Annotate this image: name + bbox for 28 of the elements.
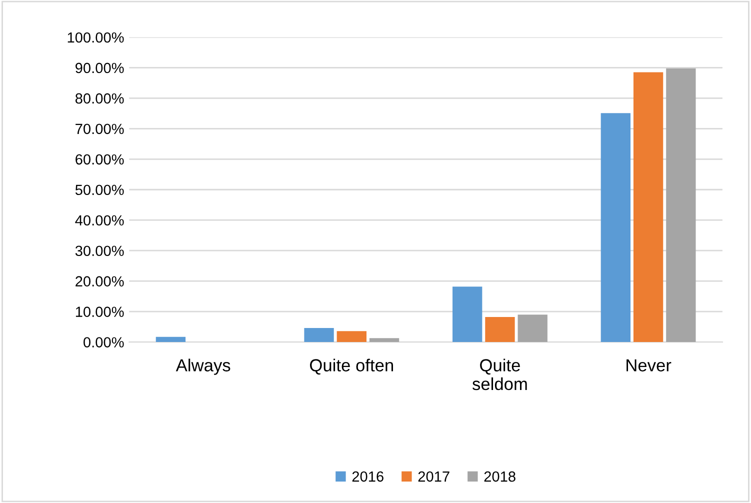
y-tick-label: 80.00% bbox=[75, 93, 124, 104]
y-tick-label: 30.00% bbox=[75, 246, 124, 256]
bar bbox=[485, 317, 515, 342]
bar bbox=[666, 68, 696, 342]
bar bbox=[156, 336, 186, 342]
bar bbox=[518, 314, 548, 342]
y-tick-label: 50.00% bbox=[75, 184, 124, 196]
x-tick-label: Quite often bbox=[310, 358, 393, 375]
legend-label: 2016 bbox=[352, 471, 384, 482]
bar bbox=[369, 338, 400, 342]
x-tick-label: Never bbox=[626, 359, 672, 372]
bar bbox=[633, 72, 664, 342]
y-tick-label: 60.00% bbox=[76, 154, 124, 165]
legend-label: 2018 bbox=[484, 471, 516, 482]
y-tick-label: 70.00% bbox=[76, 124, 124, 134]
bar bbox=[452, 286, 482, 342]
x-tick-label: Quite seldom bbox=[472, 358, 527, 390]
x-tick-label: Always bbox=[176, 358, 230, 375]
y-tick-label: 0.00% bbox=[84, 337, 124, 348]
y-tick-label: 100.00% bbox=[68, 32, 124, 43]
legend-label: 2017 bbox=[418, 471, 450, 482]
bar bbox=[600, 113, 630, 342]
y-tick-label: 40.00% bbox=[75, 215, 124, 226]
bar bbox=[336, 331, 366, 342]
y-tick-label: 90.00% bbox=[76, 62, 124, 74]
bar bbox=[304, 328, 334, 342]
y-tick-label: 10.00% bbox=[76, 306, 124, 317]
y-tick-label: 20.00% bbox=[76, 276, 124, 287]
